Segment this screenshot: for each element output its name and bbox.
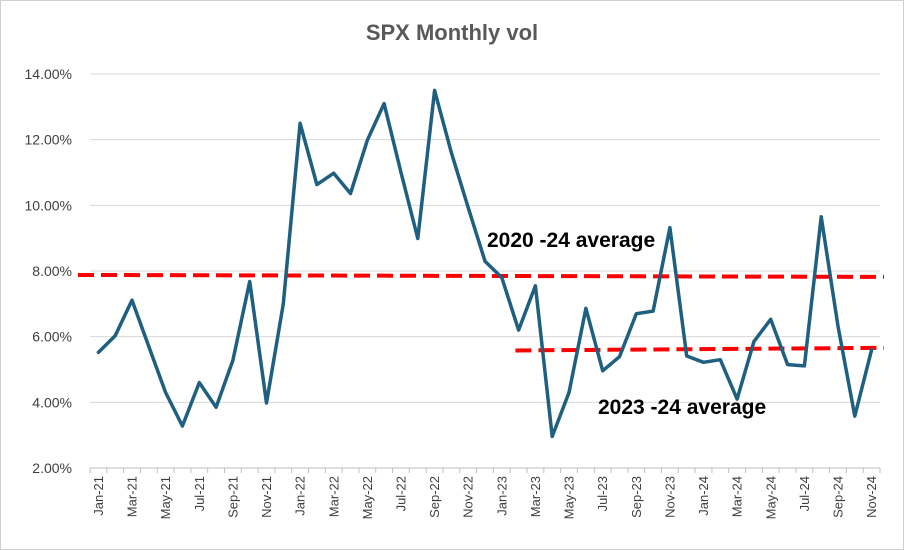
x-tick-label: Nov-23 bbox=[662, 476, 677, 518]
x-tick-label: Jul-21 bbox=[192, 476, 207, 511]
annotations: 2020 -24 average 2023 -24 average bbox=[487, 229, 766, 419]
average-line bbox=[515, 345, 885, 353]
x-tick-label: Mar-24 bbox=[730, 476, 745, 517]
x-tick-label: Jan-23 bbox=[494, 476, 509, 516]
x-tick-label: Sep-23 bbox=[629, 476, 644, 518]
average-label: 2020 -24 average bbox=[487, 229, 655, 252]
x-tick-label: May-23 bbox=[562, 476, 577, 519]
average-label: 2023 -24 average bbox=[598, 396, 766, 419]
y-tick-label: 2.00% bbox=[32, 460, 72, 476]
y-tick-label: 14.00% bbox=[25, 66, 72, 82]
x-tick-label: Jan-22 bbox=[293, 476, 308, 516]
x-tick-label: Nov-22 bbox=[461, 476, 476, 518]
average-lines bbox=[77, 272, 885, 353]
y-tick-label: 8.00% bbox=[32, 263, 72, 279]
x-tick-label: Mar-21 bbox=[125, 476, 140, 517]
series-group bbox=[96, 88, 874, 439]
y-tick-label: 4.00% bbox=[32, 394, 72, 410]
x-tick-label: Sep-24 bbox=[831, 476, 846, 518]
x-tick-label: Mar-22 bbox=[326, 476, 341, 517]
y-axis-ticks: 2.00% 4.00% 6.00% 8.00% 10.00% 12.00% 14.00% bbox=[25, 66, 72, 476]
chart-title: SPX Monthly vol bbox=[366, 20, 538, 45]
x-tick-label: Mar-23 bbox=[528, 476, 543, 517]
x-tick-label: Sep-22 bbox=[427, 476, 442, 518]
x-tick-label: May-24 bbox=[763, 476, 778, 519]
x-tick-label: Jul-24 bbox=[797, 476, 812, 511]
x-tick-label: Sep-21 bbox=[225, 476, 240, 518]
y-tick-label: 6.00% bbox=[32, 329, 72, 345]
y-tick-label: 12.00% bbox=[25, 132, 72, 148]
x-tick-label: Jul-23 bbox=[595, 476, 610, 511]
x-tick-label: May-22 bbox=[360, 476, 375, 519]
average-line bbox=[77, 272, 885, 279]
x-tick-label: Nov-21 bbox=[259, 476, 274, 518]
x-tick-label: Nov-24 bbox=[864, 476, 879, 518]
x-tick-label: Jan-24 bbox=[696, 476, 711, 516]
x-axis: Jan-21 Mar-21 May-21 Jul-21 Sep-21 Nov-21 Jan-… bbox=[89, 467, 881, 519]
y-tick-label: 10.00% bbox=[25, 197, 72, 213]
x-tick-label: Jan-21 bbox=[91, 476, 106, 516]
x-tick-label: May-21 bbox=[158, 476, 173, 519]
series-line bbox=[96, 88, 874, 439]
x-tick-label: Jul-22 bbox=[394, 476, 409, 511]
